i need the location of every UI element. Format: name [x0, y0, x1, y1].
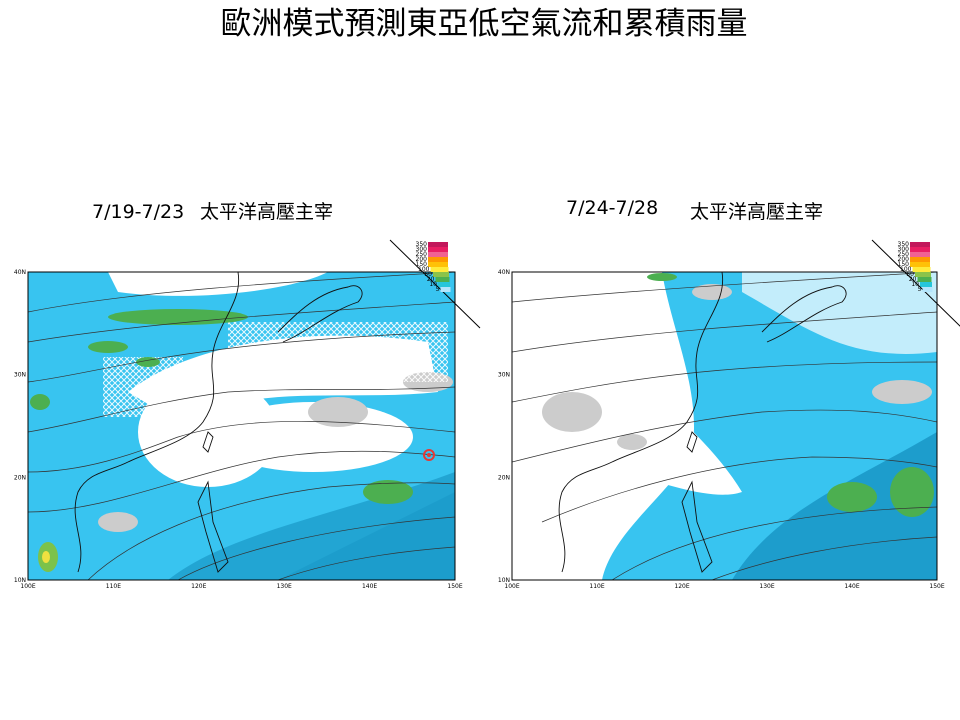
legend-swatch — [920, 282, 932, 287]
lat-label: 40N — [14, 269, 26, 276]
legend-label: 50 — [424, 271, 432, 278]
legend-divider — [871, 239, 960, 327]
lon-label: 100E — [504, 583, 519, 590]
lat-label: 20N — [498, 474, 510, 481]
lon-label: 150E — [929, 583, 944, 590]
lon-label: 150E — [447, 583, 462, 590]
legend-swatch — [440, 287, 451, 292]
legend-label: 300 — [416, 246, 428, 253]
lon-label: 110E — [106, 583, 121, 590]
legend-swatch — [910, 242, 930, 247]
legend-swatch — [428, 252, 448, 257]
lon-label: 130E — [759, 583, 774, 590]
legend-label: 100 — [900, 266, 912, 273]
legend-label: 300 — [898, 246, 910, 253]
title: 歐洲模式預測東亞低空氣流和累積雨量 — [221, 6, 748, 42]
panel-label: 太平洋高壓主宰 — [200, 201, 333, 223]
legend-label: 20 — [427, 276, 435, 283]
legend-label: 20 — [909, 276, 917, 283]
lon-label: 120E — [674, 583, 689, 590]
legend-label: 5 — [918, 286, 922, 293]
legend-swatch — [910, 262, 930, 267]
lat-label: 10N — [14, 577, 26, 584]
legend-swatch — [438, 282, 450, 287]
legend-swatch — [910, 252, 930, 257]
legend-label: 200 — [898, 256, 910, 263]
legend-swatch — [915, 272, 931, 277]
legend-swatch — [922, 287, 933, 292]
legend-label: 150 — [416, 261, 428, 268]
legend-swatch — [428, 242, 448, 247]
lon-label: 100E — [20, 583, 35, 590]
legend-swatch — [910, 247, 930, 252]
legend-label: 250 — [898, 251, 910, 258]
lat-label: 10N — [498, 577, 510, 584]
legend-swatch — [430, 267, 449, 272]
legend-label: 200 — [416, 256, 428, 263]
legend-swatch — [910, 257, 930, 262]
panel-label: 太平洋高壓主宰 — [690, 201, 823, 223]
lon-label: 140E — [362, 583, 377, 590]
legend-label: 350 — [416, 241, 428, 248]
legend-label: 350 — [898, 241, 910, 248]
period: 7/24-7/28 — [566, 197, 658, 219]
lat-label: 30N — [14, 372, 26, 379]
lon-label: 130E — [277, 583, 292, 590]
legend-label: 150 — [898, 261, 910, 268]
legend-label: 10 — [911, 281, 919, 288]
legend-label: 100 — [418, 266, 430, 273]
legend-swatch — [435, 277, 450, 282]
legend-swatch — [433, 272, 449, 277]
legend-label: 5 — [436, 286, 440, 293]
legend-label: 50 — [906, 271, 914, 278]
lat-label: 20N — [14, 474, 26, 481]
legend-swatch — [428, 257, 448, 262]
lat-label: 30N — [498, 372, 510, 379]
legend-label: 250 — [416, 251, 428, 258]
lon-label: 120E — [191, 583, 206, 590]
lon-label: 110E — [589, 583, 604, 590]
legend-divider — [389, 239, 481, 329]
period: 7/19-7/23 — [92, 201, 184, 223]
map — [27, 271, 456, 581]
lon-label: 140E — [844, 583, 859, 590]
map — [511, 271, 938, 581]
lat-label: 40N — [498, 269, 510, 276]
legend-swatch — [428, 262, 448, 267]
legend-swatch — [428, 247, 448, 252]
legend-swatch — [917, 277, 932, 282]
legend-swatch — [912, 267, 931, 272]
legend-label: 10 — [429, 281, 437, 288]
